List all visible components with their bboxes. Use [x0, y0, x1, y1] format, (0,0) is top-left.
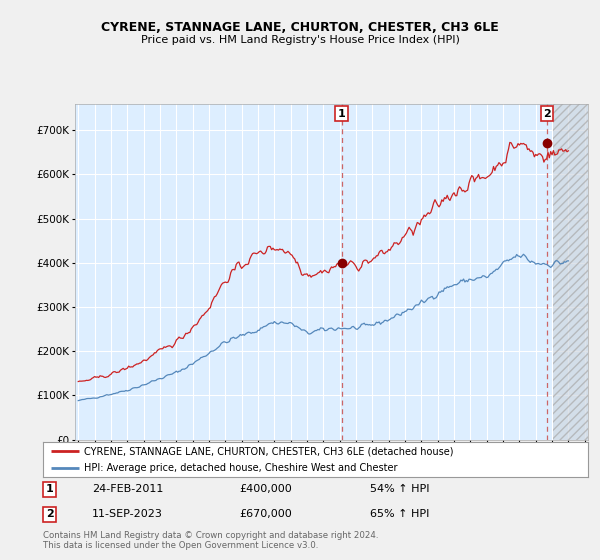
Text: 11-SEP-2023: 11-SEP-2023: [92, 509, 163, 519]
Text: 2: 2: [543, 109, 551, 119]
Text: CYRENE, STANNAGE LANE, CHURTON, CHESTER, CH3 6LE: CYRENE, STANNAGE LANE, CHURTON, CHESTER,…: [101, 21, 499, 34]
Text: 24-FEB-2011: 24-FEB-2011: [92, 484, 164, 494]
Text: 65% ↑ HPI: 65% ↑ HPI: [370, 509, 430, 519]
Text: £400,000: £400,000: [239, 484, 292, 494]
Text: Price paid vs. HM Land Registry's House Price Index (HPI): Price paid vs. HM Land Registry's House …: [140, 35, 460, 45]
Text: 1: 1: [338, 109, 346, 119]
Text: £670,000: £670,000: [239, 509, 292, 519]
Text: 1: 1: [46, 484, 53, 494]
Bar: [553, 104, 588, 440]
Text: CYRENE, STANNAGE LANE, CHURTON, CHESTER, CH3 6LE (detached house): CYRENE, STANNAGE LANE, CHURTON, CHESTER,…: [84, 446, 454, 456]
Text: 2: 2: [46, 509, 53, 519]
Text: 54% ↑ HPI: 54% ↑ HPI: [370, 484, 430, 494]
Text: Contains HM Land Registry data © Crown copyright and database right 2024.
This d: Contains HM Land Registry data © Crown c…: [43, 531, 379, 550]
Text: HPI: Average price, detached house, Cheshire West and Chester: HPI: Average price, detached house, Ches…: [84, 464, 398, 473]
